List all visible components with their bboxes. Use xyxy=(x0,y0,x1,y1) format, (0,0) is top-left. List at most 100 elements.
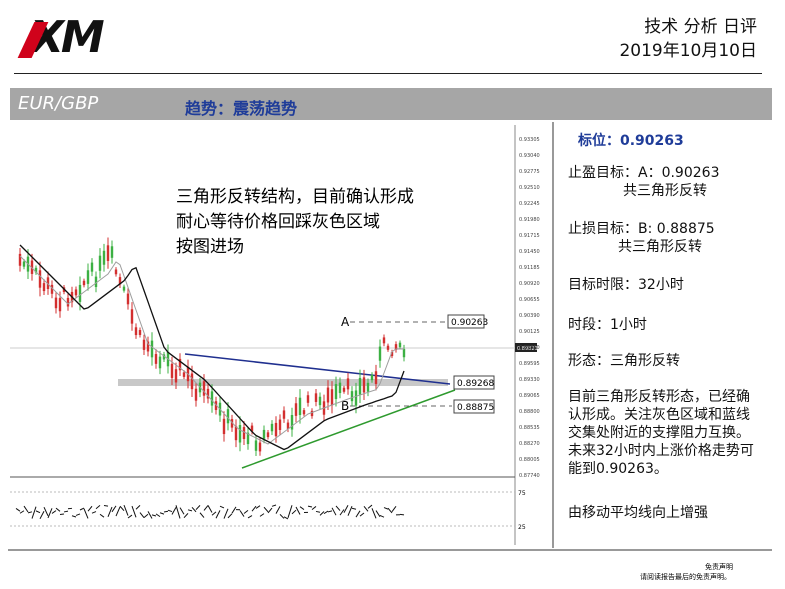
candle-body xyxy=(390,351,394,357)
candle-body xyxy=(146,341,150,352)
osc xyxy=(311,506,317,510)
candle-body xyxy=(270,423,274,432)
osc xyxy=(191,506,197,513)
label-b: B xyxy=(341,399,349,413)
osc xyxy=(323,510,329,515)
osc xyxy=(387,507,393,514)
osc xyxy=(23,505,29,513)
green-trendline xyxy=(241,389,456,469)
candle-body xyxy=(310,410,314,417)
candle-body xyxy=(182,372,186,377)
candle-body xyxy=(82,280,86,286)
osc xyxy=(123,504,129,516)
candle-body xyxy=(234,426,238,441)
candle-body xyxy=(122,286,126,291)
osc xyxy=(31,506,37,519)
candle-body xyxy=(30,260,34,274)
candle-body xyxy=(278,419,282,430)
osc xyxy=(351,507,357,510)
panel-item: 共三角形反转 xyxy=(618,239,702,255)
osc xyxy=(163,510,169,513)
osc xyxy=(223,508,229,519)
current-price: 0.89823 xyxy=(517,346,538,352)
panel-item: 形态：三角形反转 xyxy=(568,353,680,369)
candle-body xyxy=(354,390,358,406)
osc xyxy=(359,512,365,517)
candle-body xyxy=(374,371,378,384)
price-tick: 0.93040 xyxy=(519,153,540,159)
candle-body xyxy=(214,401,218,411)
osc xyxy=(339,509,345,516)
candle-body xyxy=(86,270,90,284)
osc xyxy=(87,505,93,512)
osc xyxy=(219,505,225,509)
price-tick: 0.90920 xyxy=(519,281,540,287)
price-tick: 0.89065 xyxy=(519,393,540,399)
disclaimer: 请阅读报告最后的免责声明。 xyxy=(640,573,731,581)
price-box xyxy=(453,375,495,390)
gray-zone xyxy=(118,379,448,386)
panel-item: 止盈目标：A：0.90263 xyxy=(568,165,720,181)
osc xyxy=(27,511,33,514)
candle-body xyxy=(206,388,210,399)
price-tick: 0.91980 xyxy=(519,217,540,223)
osc xyxy=(111,505,117,513)
candle-body xyxy=(338,382,342,394)
osc xyxy=(247,515,253,519)
osc xyxy=(143,513,149,518)
candle-body xyxy=(106,245,110,261)
osc xyxy=(107,506,113,517)
candle-body xyxy=(162,354,166,360)
candle-body xyxy=(386,345,390,350)
candle-body xyxy=(358,377,362,395)
candle-body xyxy=(114,269,118,275)
moving-average xyxy=(19,255,404,445)
price-tick: 0.91715 xyxy=(519,233,540,239)
candle-body xyxy=(330,389,334,406)
osc xyxy=(147,511,153,519)
price-tick: 0.89595 xyxy=(519,361,540,367)
candle-body xyxy=(286,422,290,429)
logo: XM xyxy=(30,12,105,63)
candle-body xyxy=(274,422,278,437)
date: 2019年10月10日 xyxy=(619,41,757,61)
candle-body xyxy=(266,432,270,438)
osc xyxy=(215,510,221,519)
osc xyxy=(295,506,301,515)
price-box xyxy=(453,399,495,414)
candle-body xyxy=(38,270,42,288)
panel-item: 共三角形反转 xyxy=(623,183,707,199)
osc xyxy=(199,512,205,518)
osc xyxy=(263,506,269,513)
osc xyxy=(355,510,361,518)
candle-body xyxy=(402,348,406,358)
candle-body xyxy=(94,276,98,288)
osc xyxy=(15,508,21,512)
osc xyxy=(279,514,285,519)
osc xyxy=(231,506,237,514)
price-tick: 0.90655 xyxy=(519,297,540,303)
price-box xyxy=(447,314,485,329)
candle-body xyxy=(90,262,94,272)
osc xyxy=(259,513,265,517)
osc xyxy=(47,508,53,519)
candle-body xyxy=(306,395,310,403)
candle-body xyxy=(78,284,82,302)
osc xyxy=(399,513,405,516)
osc xyxy=(115,506,121,517)
panel-paragraph: 目前三角形反转形态，已经确 xyxy=(568,389,750,405)
osc xyxy=(367,504,373,509)
osc xyxy=(335,505,341,511)
candle-body xyxy=(46,277,50,290)
osc xyxy=(319,511,325,516)
osc xyxy=(363,505,369,512)
osc xyxy=(195,505,201,510)
candle-body xyxy=(50,284,54,294)
price-tick: 0.91185 xyxy=(519,265,540,271)
osc xyxy=(379,514,385,518)
osc xyxy=(391,505,397,512)
candle-body xyxy=(22,261,26,267)
candle-body xyxy=(98,255,102,271)
current-box xyxy=(515,343,537,352)
